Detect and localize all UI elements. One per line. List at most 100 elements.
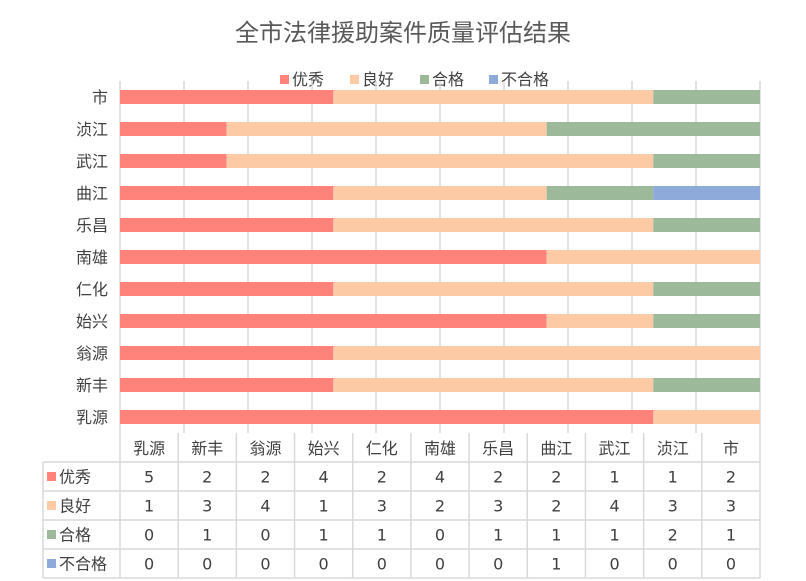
bar-segment (546, 250, 760, 264)
bar-segment (653, 282, 760, 296)
y-tick-label: 始兴 (76, 312, 108, 331)
table-cell: 5 (144, 468, 154, 487)
bar-segment (653, 154, 760, 168)
bar-segment (546, 122, 760, 136)
bar-segment (653, 314, 760, 328)
bar-segment (653, 218, 760, 232)
table-cell: 0 (668, 555, 678, 574)
table-cell: 0 (144, 555, 154, 574)
table-header-cell: 南雄 (424, 439, 456, 458)
table-cell: 3 (493, 497, 503, 516)
bar-segment (226, 154, 654, 168)
table-cell: 2 (260, 468, 270, 487)
bar-segment (653, 378, 760, 392)
bar-segment (226, 122, 547, 136)
table-row-label: 不合格 (59, 555, 107, 574)
table-cell: 0 (609, 555, 619, 574)
bar-segment (120, 378, 334, 392)
table-row-label: 合格 (59, 526, 91, 545)
table-cell: 2 (435, 497, 445, 516)
table-cell: 1 (668, 468, 678, 487)
bar-segment (653, 90, 760, 104)
bar-segment (120, 154, 227, 168)
table-legend-key (47, 530, 56, 539)
table-cell: 1 (202, 526, 212, 545)
legend-swatch (350, 75, 359, 84)
table-header-cell: 乳源 (133, 439, 165, 458)
table-cell: 0 (319, 555, 329, 574)
table-cell: 3 (726, 497, 736, 516)
table-cell: 1 (493, 526, 503, 545)
table-cell: 0 (435, 526, 445, 545)
table-cell: 1 (551, 526, 561, 545)
table-cell: 0 (202, 555, 212, 574)
table-cell: 3 (377, 497, 387, 516)
table-cell: 0 (435, 555, 445, 574)
table-header-cell: 始兴 (308, 439, 340, 458)
y-tick-label: 南雄 (76, 248, 108, 267)
table-cell: 0 (260, 555, 270, 574)
table-cell: 2 (726, 468, 736, 487)
table-header-cell: 仁化 (366, 439, 398, 458)
table-row-label: 良好 (59, 497, 91, 516)
table-cell: 0 (260, 526, 270, 545)
table-cell: 0 (493, 555, 503, 574)
table-cell: 1 (726, 526, 736, 545)
table-cell: 3 (202, 497, 212, 516)
table-header-cell: 新丰 (191, 439, 223, 458)
y-tick-label: 曲江 (76, 184, 108, 203)
table-cell: 2 (377, 468, 387, 487)
bar-segment (546, 314, 654, 328)
bars (120, 90, 760, 424)
legend-swatch (489, 75, 498, 84)
y-tick-label: 乐昌 (76, 216, 108, 235)
table-header-cell: 乐昌 (482, 439, 514, 458)
legend-label: 优秀 (292, 70, 324, 89)
bar-segment (653, 186, 760, 200)
bar-segment (120, 90, 334, 104)
table-cell: 0 (144, 526, 154, 545)
bar-segment (333, 90, 654, 104)
bar-segment (120, 410, 654, 424)
bar-segment (120, 346, 334, 360)
table-cell: 4 (319, 468, 329, 487)
data-table: 乳源 新丰 翁源 始兴 仁化 南雄 乐昌 曲江 武江 浈江 市优秀 5 2 2 4 2 4 2 2 1 1 2 良好 1 3 4 1… (42, 433, 761, 579)
bar-segment (333, 346, 760, 360)
bar-segment (120, 186, 334, 200)
table-cell: 1 (319, 526, 329, 545)
table-cell: 2 (493, 468, 503, 487)
bar-segment (333, 218, 654, 232)
bar-segment (120, 250, 547, 264)
bar-segment (120, 314, 547, 328)
legend-swatch (420, 75, 429, 84)
table-cell: 2 (551, 468, 561, 487)
legend-label: 合格 (432, 70, 464, 89)
table-header-cell: 曲江 (540, 439, 572, 458)
table-cell: 1 (377, 526, 387, 545)
bar-segment (120, 122, 227, 136)
table-header-cell: 市 (723, 439, 739, 458)
y-tick-label: 翁源 (76, 344, 108, 363)
table-cell: 1 (609, 526, 619, 545)
y-tick-label: 乳源 (76, 408, 108, 427)
bar-segment (120, 282, 334, 296)
table-header-cell: 翁源 (249, 439, 281, 458)
bar-segment (333, 378, 654, 392)
table-header-cell: 武江 (599, 439, 631, 458)
table-row-label: 优秀 (59, 468, 91, 487)
y-tick-label: 浈江 (76, 120, 108, 139)
legend-swatch (280, 75, 289, 84)
table-header-cell: 浈江 (657, 439, 689, 458)
legend-label: 不合格 (501, 70, 549, 89)
table-cell: 2 (551, 497, 561, 516)
table-cell: 4 (609, 497, 619, 516)
table-cell: 1 (609, 468, 619, 487)
bar-segment (120, 218, 334, 232)
table-cell: 4 (260, 497, 270, 516)
y-tick-label: 新丰 (76, 376, 108, 395)
bar-segment (546, 186, 654, 200)
bar-segment (333, 282, 654, 296)
chart-title: 全市法律援助案件质量评估结果 (235, 19, 571, 47)
table-legend-key (47, 501, 56, 510)
